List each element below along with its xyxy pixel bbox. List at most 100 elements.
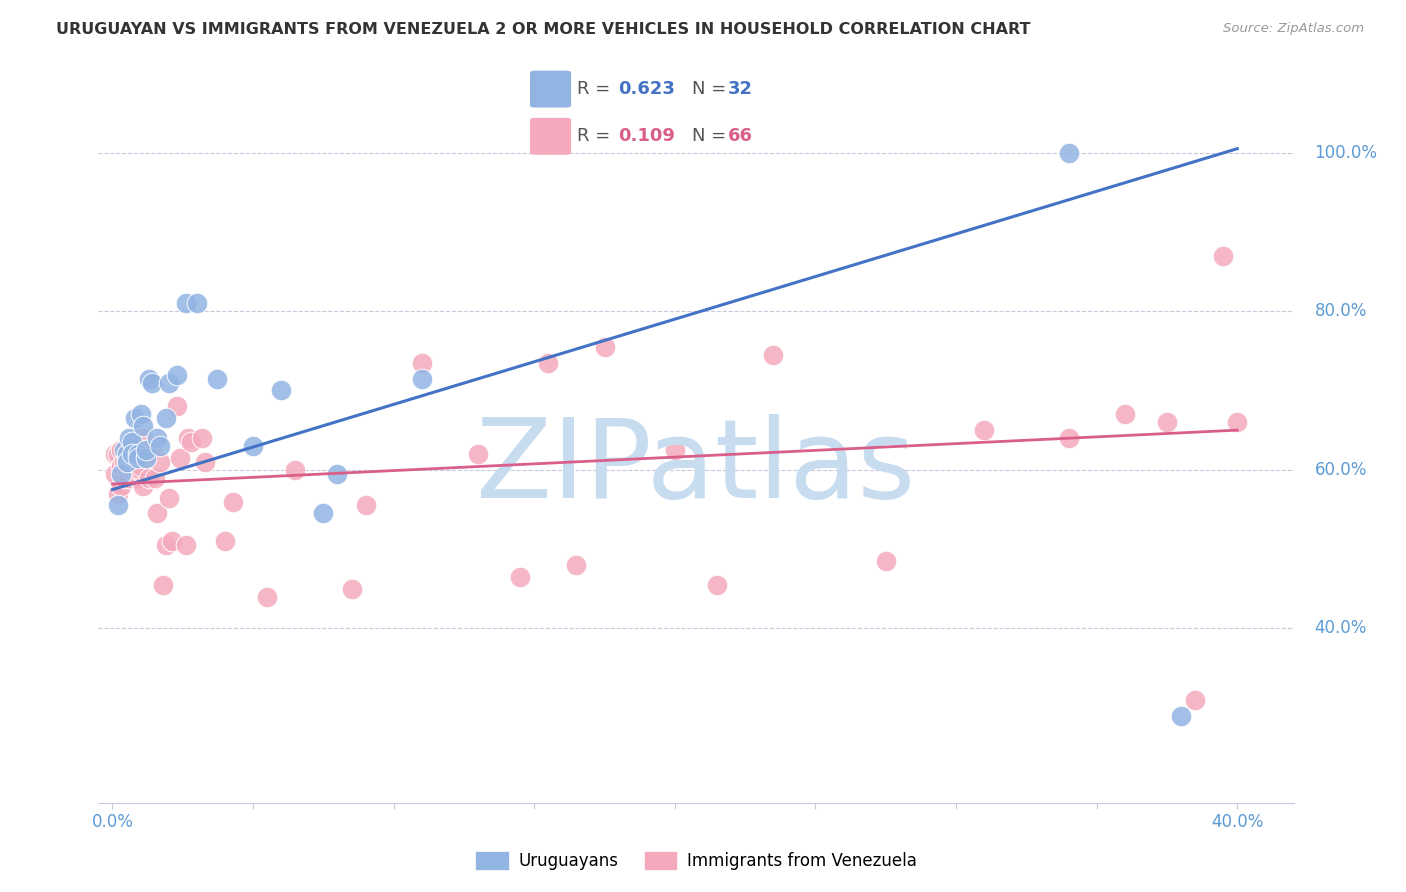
Point	[706, 578, 728, 592]
Text: 60.0%: 60.0%	[1315, 461, 1367, 479]
Point	[411, 371, 433, 385]
Point	[115, 455, 138, 469]
Point	[242, 439, 264, 453]
Point	[256, 590, 278, 604]
Text: R =: R =	[576, 80, 616, 98]
Point	[354, 499, 377, 513]
Point	[155, 538, 177, 552]
Point	[127, 450, 149, 465]
Point	[177, 431, 200, 445]
Point	[127, 463, 149, 477]
Text: 32: 32	[727, 80, 752, 98]
Text: ZIPatlas: ZIPatlas	[477, 414, 915, 521]
Point	[129, 463, 152, 477]
Point	[174, 538, 197, 552]
Point	[146, 507, 169, 521]
Point	[110, 458, 132, 473]
Point	[205, 371, 228, 385]
Legend: Uruguayans, Immigrants from Venezuela: Uruguayans, Immigrants from Venezuela	[468, 844, 924, 877]
Text: Source: ZipAtlas.com: Source: ZipAtlas.com	[1223, 22, 1364, 36]
Text: 40.0%: 40.0%	[1315, 619, 1367, 638]
Point	[194, 455, 217, 469]
FancyBboxPatch shape	[530, 118, 571, 155]
Point	[138, 371, 160, 385]
Text: N =: N =	[692, 128, 731, 145]
Point	[166, 400, 188, 414]
Text: R =: R =	[576, 128, 616, 145]
Point	[565, 558, 588, 572]
Point	[180, 435, 202, 450]
Point	[107, 486, 129, 500]
Text: 100.0%: 100.0%	[1315, 144, 1378, 161]
Point	[110, 442, 132, 457]
Point	[132, 431, 155, 445]
Point	[124, 439, 146, 453]
Point	[107, 499, 129, 513]
Point	[537, 356, 560, 370]
Point	[110, 467, 132, 481]
Point	[326, 467, 349, 481]
Text: 0.109: 0.109	[617, 128, 675, 145]
Point	[1057, 145, 1080, 160]
Point	[340, 582, 363, 596]
Point	[121, 439, 143, 453]
Point	[146, 431, 169, 445]
Point	[135, 450, 157, 465]
Point	[1184, 692, 1206, 706]
Point	[132, 419, 155, 434]
Text: 80.0%: 80.0%	[1315, 302, 1367, 320]
Point	[118, 447, 141, 461]
Point	[135, 442, 157, 457]
Point	[104, 467, 127, 481]
Point	[127, 471, 149, 485]
Point	[191, 431, 214, 445]
Point	[1156, 415, 1178, 429]
Point	[141, 442, 163, 457]
Point	[214, 534, 236, 549]
Point	[121, 447, 143, 461]
Point	[115, 463, 138, 477]
Point	[160, 534, 183, 549]
Point	[166, 368, 188, 382]
Point	[107, 447, 129, 461]
Point	[104, 447, 127, 461]
Point	[115, 455, 138, 469]
Text: 0.623: 0.623	[617, 80, 675, 98]
Point	[509, 570, 531, 584]
Point	[152, 578, 174, 592]
Point	[186, 296, 208, 310]
Point	[169, 450, 191, 465]
Point	[270, 384, 292, 398]
Point	[112, 471, 135, 485]
Point	[284, 463, 307, 477]
Point	[1114, 407, 1136, 421]
Point	[973, 423, 995, 437]
Point	[135, 442, 157, 457]
Point	[1212, 249, 1234, 263]
Point	[121, 447, 143, 461]
Point	[138, 447, 160, 461]
Point	[138, 471, 160, 485]
Point	[411, 356, 433, 370]
Point	[112, 455, 135, 469]
Point	[112, 442, 135, 457]
Point	[129, 407, 152, 421]
Point	[124, 455, 146, 469]
Point	[157, 376, 180, 390]
Point	[1057, 431, 1080, 445]
Point	[1226, 415, 1249, 429]
Point	[118, 471, 141, 485]
Point	[110, 478, 132, 492]
Point	[149, 455, 172, 469]
Point	[149, 439, 172, 453]
Point	[1170, 708, 1192, 723]
Point	[157, 491, 180, 505]
Point	[141, 376, 163, 390]
Point	[312, 507, 335, 521]
Point	[129, 458, 152, 473]
Text: N =: N =	[692, 80, 731, 98]
Text: URUGUAYAN VS IMMIGRANTS FROM VENEZUELA 2 OR MORE VEHICLES IN HOUSEHOLD CORRELATI: URUGUAYAN VS IMMIGRANTS FROM VENEZUELA 2…	[56, 22, 1031, 37]
Point	[664, 442, 686, 457]
Point	[762, 348, 785, 362]
Point	[115, 439, 138, 453]
